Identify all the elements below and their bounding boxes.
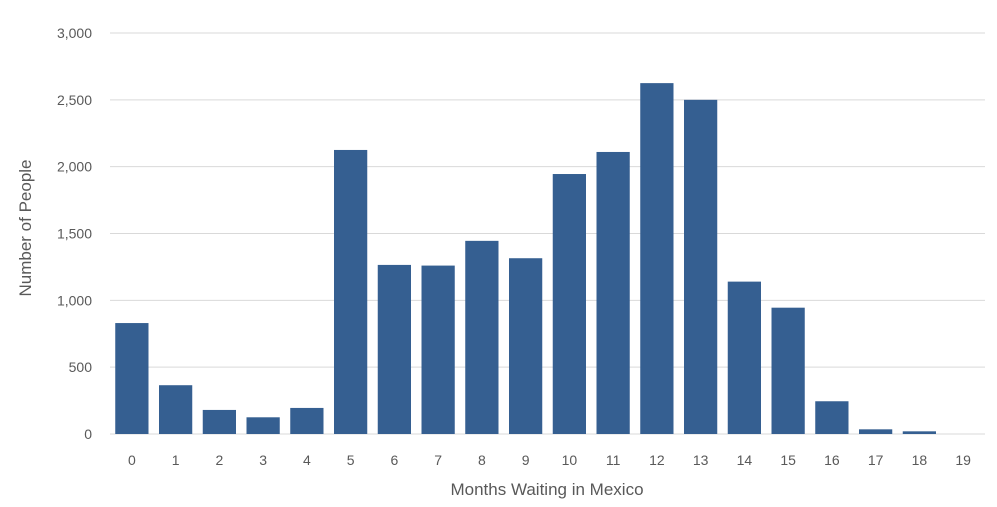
y-axis-title: Number of People	[16, 159, 35, 296]
bar-18	[902, 431, 936, 434]
bar-5	[334, 149, 368, 435]
x-tick-label: 9	[522, 452, 530, 468]
bar-17	[859, 429, 893, 434]
bars	[115, 83, 936, 435]
y-tick-label: 2,000	[57, 159, 92, 175]
bar-2	[202, 409, 236, 434]
bar-7	[421, 265, 455, 434]
bar-11	[596, 151, 630, 435]
x-tick-label: 19	[955, 452, 971, 468]
x-tick-label: 18	[912, 452, 928, 468]
bar-6	[377, 264, 411, 434]
x-tick-label: 11	[606, 452, 621, 468]
x-tick-label: 15	[780, 452, 796, 468]
bar-0	[115, 323, 149, 434]
bar-8	[465, 240, 499, 434]
x-tick-label: 6	[390, 452, 398, 468]
y-tick-label: 1,500	[57, 226, 92, 242]
bar-3	[246, 417, 280, 434]
x-tick-label: 7	[434, 452, 442, 468]
bar-14	[727, 281, 761, 434]
gridlines	[110, 32, 985, 435]
bar-10	[552, 174, 586, 435]
x-tick-label: 16	[824, 452, 840, 468]
bar-9	[509, 258, 543, 434]
bar-16	[815, 401, 849, 434]
bar-1	[159, 385, 193, 434]
x-tick-label: 2	[215, 452, 223, 468]
x-axis-title: Months Waiting in Mexico	[450, 480, 643, 499]
x-tick-label: 17	[868, 452, 884, 468]
y-tick-label: 0	[84, 426, 92, 442]
y-tick-label: 3,000	[57, 25, 92, 41]
bar-4	[290, 407, 324, 434]
x-tick-label: 5	[347, 452, 355, 468]
bar-13	[684, 99, 718, 434]
x-tick-label: 14	[737, 452, 753, 468]
bar-15	[771, 307, 805, 434]
y-tick-label: 2,500	[57, 92, 92, 108]
x-tick-label: 10	[562, 452, 578, 468]
x-tick-label: 8	[478, 452, 486, 468]
y-tick-label: 1,000	[57, 292, 92, 308]
x-tick-label: 1	[172, 452, 180, 468]
y-axis-ticks: 0 500 1,000 1,500 2,000 2,500 3,000	[57, 25, 92, 442]
x-axis-ticks: 0 1 2 3 4 5 6 7 8 9 10 11 12 13 14 15 16 17 18 19	[128, 452, 971, 468]
x-tick-label: 3	[259, 452, 267, 468]
x-tick-label: 4	[303, 452, 311, 468]
y-tick-label: 500	[69, 359, 93, 375]
x-tick-label: 12	[649, 452, 665, 468]
x-tick-label: 0	[128, 452, 136, 468]
bar-12	[640, 83, 674, 434]
x-tick-label: 13	[693, 452, 709, 468]
